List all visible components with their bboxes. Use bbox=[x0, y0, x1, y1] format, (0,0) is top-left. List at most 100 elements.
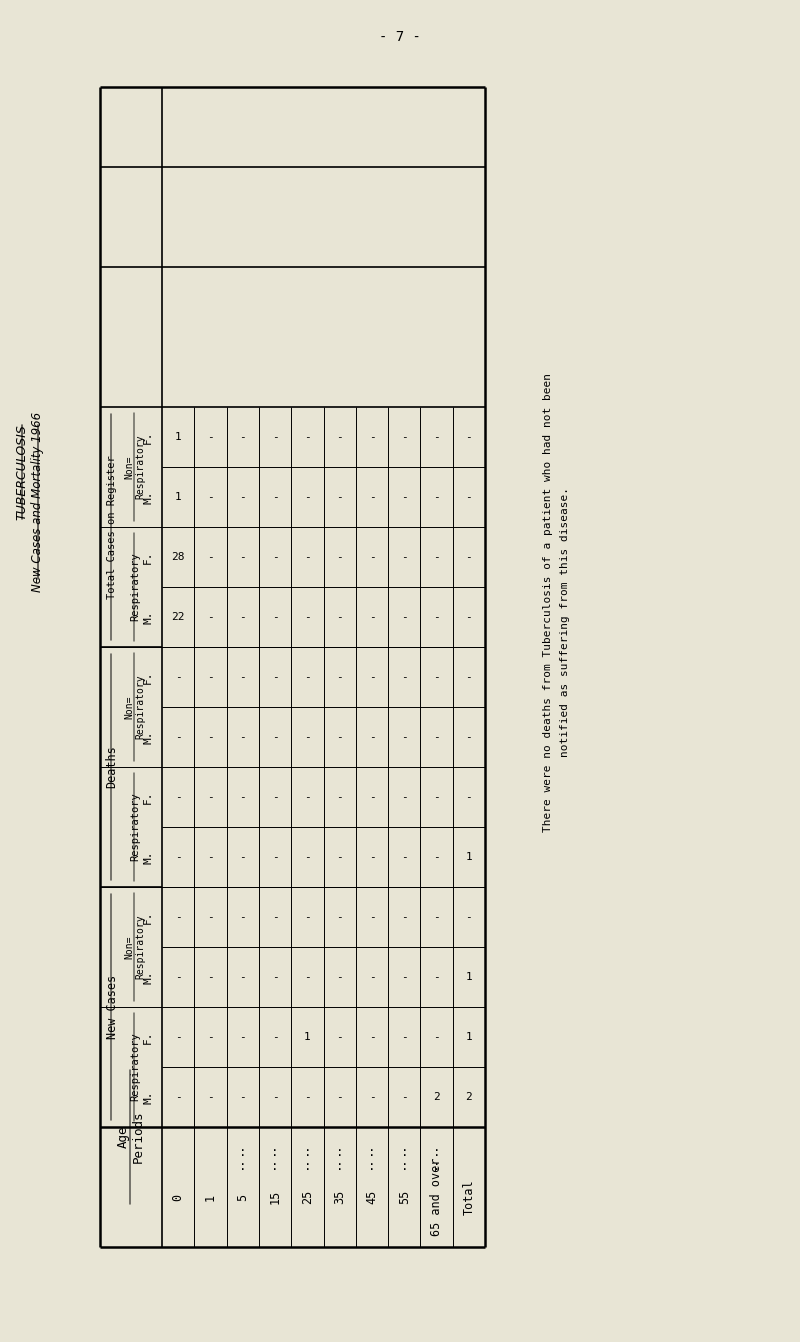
Text: -: - bbox=[239, 972, 246, 982]
Text: -: - bbox=[174, 852, 182, 862]
Text: Non=
Respiratory: Non= Respiratory bbox=[124, 915, 146, 980]
Text: :: : bbox=[271, 1146, 278, 1158]
Text: -: - bbox=[369, 432, 375, 442]
Text: -: - bbox=[401, 852, 408, 862]
Text: -: - bbox=[336, 731, 343, 742]
Text: -: - bbox=[433, 432, 440, 442]
Text: -: - bbox=[466, 731, 472, 742]
Text: -: - bbox=[304, 852, 310, 862]
Text: -: - bbox=[433, 552, 440, 562]
Text: -: - bbox=[304, 792, 310, 803]
Text: -: - bbox=[466, 913, 472, 922]
Text: -: - bbox=[401, 612, 408, 621]
Text: -: - bbox=[369, 852, 375, 862]
Text: -: - bbox=[239, 731, 246, 742]
Text: 1: 1 bbox=[174, 493, 182, 502]
Text: -: - bbox=[304, 1092, 310, 1102]
Text: -: - bbox=[272, 432, 278, 442]
Text: -: - bbox=[433, 612, 440, 621]
Text: :: : bbox=[401, 1161, 408, 1173]
Text: -: - bbox=[304, 913, 310, 922]
Text: -: - bbox=[174, 913, 182, 922]
Text: -: - bbox=[239, 1032, 246, 1041]
Text: -: - bbox=[239, 913, 246, 922]
Text: F.: F. bbox=[143, 790, 153, 804]
Text: F.: F. bbox=[143, 431, 153, 444]
Text: -: - bbox=[207, 432, 214, 442]
Text: -: - bbox=[466, 672, 472, 682]
Text: -: - bbox=[239, 552, 246, 562]
Text: :: : bbox=[239, 1161, 246, 1173]
Text: -: - bbox=[304, 731, 310, 742]
Text: -: - bbox=[272, 1092, 278, 1102]
Text: Respiratory: Respiratory bbox=[130, 793, 140, 862]
Text: Age
Periods: Age Periods bbox=[117, 1111, 145, 1164]
Text: 1: 1 bbox=[466, 972, 472, 982]
Text: -: - bbox=[369, 972, 375, 982]
Text: -: - bbox=[433, 972, 440, 982]
Text: :: : bbox=[336, 1146, 343, 1158]
Text: -: - bbox=[336, 1032, 343, 1041]
Text: -: - bbox=[369, 913, 375, 922]
Text: -: - bbox=[207, 913, 214, 922]
Text: There were no deaths from Tuberculosis of a patient who had not been: There were no deaths from Tuberculosis o… bbox=[543, 373, 553, 832]
Text: -: - bbox=[369, 672, 375, 682]
Text: -: - bbox=[336, 552, 343, 562]
Text: -: - bbox=[336, 432, 343, 442]
Text: -: - bbox=[207, 852, 214, 862]
Text: -: - bbox=[433, 792, 440, 803]
Text: 2: 2 bbox=[466, 1092, 472, 1102]
Text: -: - bbox=[304, 672, 310, 682]
Text: -: - bbox=[401, 1092, 408, 1102]
Text: -: - bbox=[433, 1032, 440, 1041]
Text: -: - bbox=[369, 612, 375, 621]
Text: Deaths: Deaths bbox=[106, 746, 118, 788]
Text: -: - bbox=[336, 913, 343, 922]
Text: -: - bbox=[433, 672, 440, 682]
Text: :: : bbox=[401, 1146, 408, 1158]
Text: -: - bbox=[304, 432, 310, 442]
Text: M.: M. bbox=[143, 490, 153, 503]
Text: -: - bbox=[466, 612, 472, 621]
Text: :: : bbox=[336, 1161, 343, 1173]
Text: -: - bbox=[174, 972, 182, 982]
Text: -: - bbox=[174, 731, 182, 742]
Text: -: - bbox=[272, 913, 278, 922]
Text: -: - bbox=[401, 672, 408, 682]
Text: 25: 25 bbox=[301, 1190, 314, 1204]
Text: F.: F. bbox=[143, 670, 153, 684]
Text: TUBERCULOSIS: TUBERCULOSIS bbox=[15, 424, 29, 519]
Text: -: - bbox=[239, 1092, 246, 1102]
Text: M.: M. bbox=[143, 970, 153, 984]
Text: -: - bbox=[304, 552, 310, 562]
Text: -: - bbox=[207, 672, 214, 682]
Text: -: - bbox=[336, 792, 343, 803]
Text: F.: F. bbox=[143, 910, 153, 923]
Text: -: - bbox=[369, 1032, 375, 1041]
Text: -: - bbox=[272, 852, 278, 862]
Text: -: - bbox=[401, 972, 408, 982]
Text: -: - bbox=[174, 1092, 182, 1102]
Text: Non=
Respiratory: Non= Respiratory bbox=[124, 675, 146, 739]
Text: 65 and over: 65 and over bbox=[430, 1158, 443, 1236]
Text: Non=
Respiratory: Non= Respiratory bbox=[124, 435, 146, 499]
Text: -: - bbox=[369, 1092, 375, 1102]
Text: -: - bbox=[272, 731, 278, 742]
Text: -: - bbox=[304, 972, 310, 982]
Text: -: - bbox=[369, 792, 375, 803]
Text: F.: F. bbox=[143, 1031, 153, 1044]
Text: 22: 22 bbox=[171, 612, 185, 621]
Text: 28: 28 bbox=[171, 552, 185, 562]
Text: -: - bbox=[272, 792, 278, 803]
Text: -: - bbox=[401, 731, 408, 742]
Text: -: - bbox=[304, 493, 310, 502]
Text: -: - bbox=[207, 1032, 214, 1041]
Text: -: - bbox=[272, 552, 278, 562]
Text: notified as suffering from this disease.: notified as suffering from this disease. bbox=[560, 487, 570, 757]
Text: 15: 15 bbox=[269, 1190, 282, 1204]
Text: -: - bbox=[401, 552, 408, 562]
Text: -: - bbox=[239, 493, 246, 502]
Text: Total: Total bbox=[462, 1180, 475, 1215]
Text: -: - bbox=[466, 493, 472, 502]
Text: :: : bbox=[304, 1146, 311, 1158]
